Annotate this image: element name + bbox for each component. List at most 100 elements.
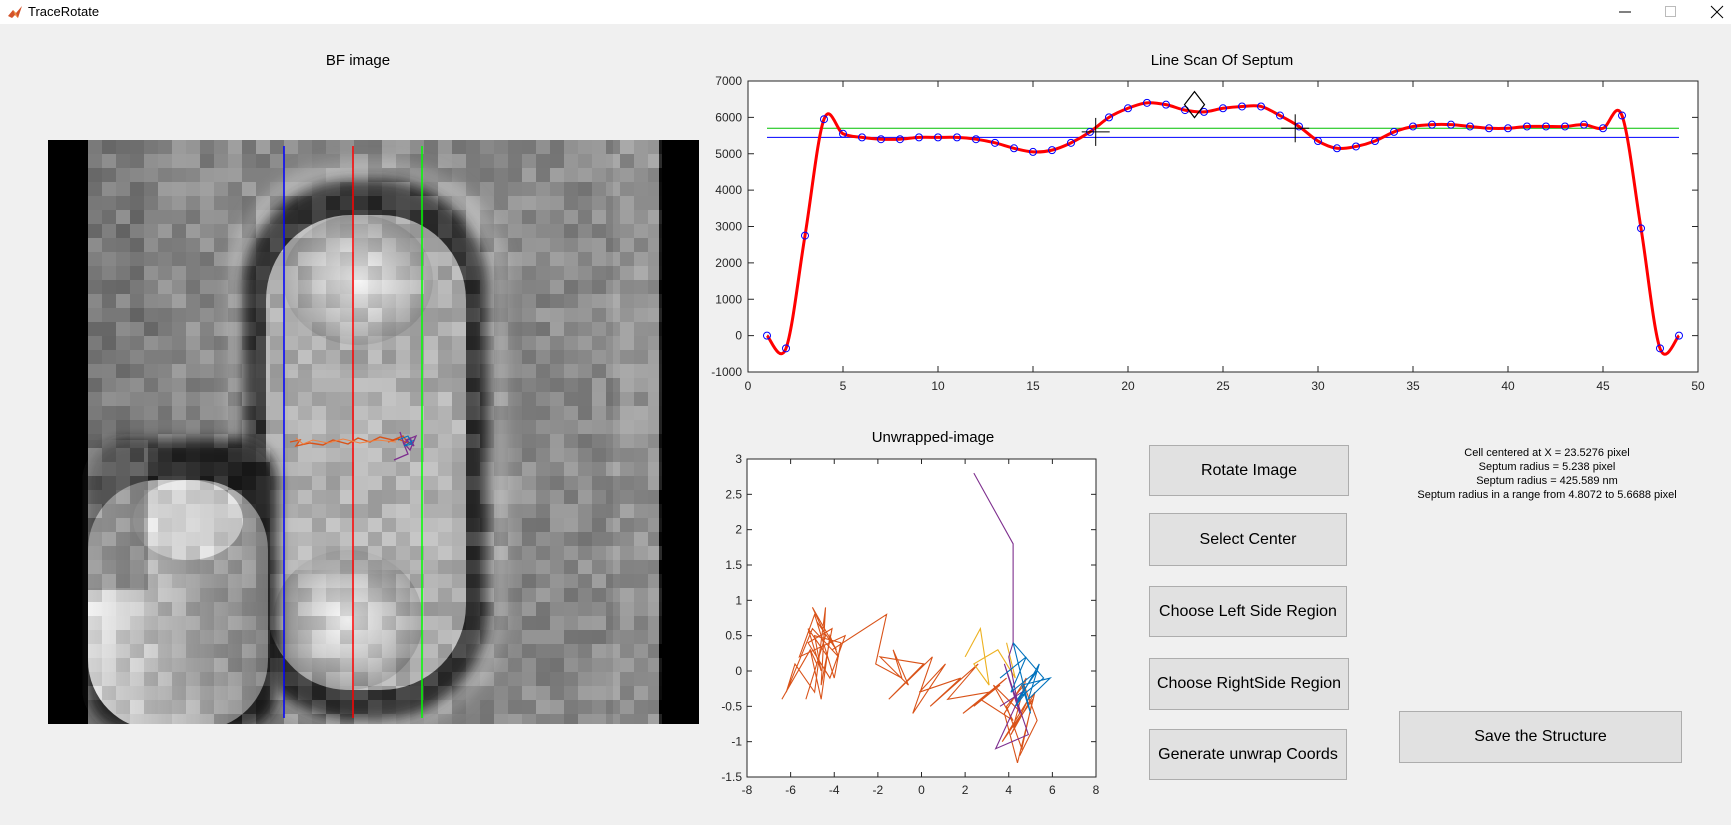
x-tick-label: -8 [742,783,753,797]
x-tick-label: 2 [962,783,969,797]
data-point [1504,124,1512,133]
data-point [1371,137,1379,146]
data-point [991,138,999,147]
plot-area [746,458,1097,778]
trace-orange-2 [295,437,397,445]
y-tick-label: 4000 [715,183,742,197]
data-point [1162,100,1170,109]
x-tick-label: 45 [1596,379,1610,390]
bf-image[interactable] [48,140,699,724]
trace-purple [393,431,418,461]
y-tick-label: -1000 [711,365,742,379]
y-tick-label: 1 [735,593,742,607]
data-point [1656,344,1664,353]
trace-orange [831,613,1038,764]
bf-image-title: BF image [325,52,391,69]
matlab-icon [8,6,22,18]
rotate-image-button[interactable]: Rotate Image [1149,445,1349,496]
y-tick-label: 2000 [715,256,742,270]
y-tick-label: -1 [731,735,742,749]
y-tick-label: 2 [735,523,742,537]
y-tick-label: 0 [735,664,742,678]
data-point [1029,147,1037,156]
data-point [763,331,771,340]
select-center-button[interactable]: Select Center [1149,513,1347,566]
data-point [820,115,828,124]
data-point [877,135,885,144]
x-tick-label: 35 [1406,379,1420,390]
data-point [896,135,904,144]
data-point [953,133,961,142]
x-tick-label: 20 [1121,379,1135,390]
data-point [839,129,847,138]
data-point [934,133,942,142]
data-point [1105,113,1113,122]
data-point [1618,111,1626,120]
data-point [1542,122,1550,131]
data-point [972,135,980,144]
y-tick-label: 0 [735,329,742,343]
x-tick-label: 10 [931,379,945,390]
maximize-icon [1665,6,1676,17]
x-tick-label: 40 [1501,379,1515,390]
x-tick-label: 50 [1691,379,1705,390]
x-tick-label: 25 [1216,379,1230,390]
data-point [782,344,790,353]
center-marker [1183,90,1206,119]
data-point [1276,111,1284,120]
plot-area [747,80,1699,373]
x-tick-label: -4 [829,783,840,797]
data-point [1580,120,1588,129]
x-tick-label: 4 [1005,783,1012,797]
y-tick-label: 5000 [715,147,742,161]
y-tick-label: 3000 [715,220,742,234]
title-bar: TraceRotate [0,0,1731,24]
data-point [915,133,923,142]
data-point [1219,104,1227,113]
line-scan-chart[interactable]: 0 5 10 15 20 25 30 35 40 45 50-1000010002000300040… [700,70,1710,390]
x-tick-label: 6 [1049,783,1056,797]
data-point [858,133,866,142]
x-tick-label: 8 [1093,783,1100,797]
data-point [1238,102,1246,111]
minimize-button[interactable] [1603,0,1649,24]
fit-curve [765,101,1681,356]
y-tick-label: 6000 [715,110,742,124]
data-point [1143,98,1151,107]
generate-unwrap-coords-button[interactable]: Generate unwrap Coords [1149,729,1347,780]
data-point [1200,107,1208,116]
x-tick-label: -6 [785,783,796,797]
info-radius-range: Septum radius in a range from 4.8072 to … [1417,489,1677,501]
trace-orange [781,607,847,700]
x-tick-label: 15 [1026,379,1040,390]
minimize-icon [1619,11,1631,13]
data-point [1675,331,1683,340]
choose-left-region-button[interactable]: Choose Left Side Region [1149,586,1347,637]
close-button[interactable] [1695,0,1731,24]
data-point [801,231,809,240]
data-point [1352,142,1360,151]
info-radius-pixel: Septum radius = 5.238 pixel [1478,461,1616,473]
data-point [1010,144,1018,153]
window-title: TraceRotate [28,4,100,19]
data-point [1257,102,1265,111]
info-radius-nm: Septum radius = 425.589 nm [1476,475,1618,487]
data-point [1485,124,1493,133]
choose-right-region-button[interactable]: Choose RightSide Region [1149,658,1349,710]
save-structure-button[interactable]: Save the Structure [1399,711,1682,763]
y-tick-label: 0.5 [725,629,742,643]
data-point [1637,224,1645,233]
maximize-button[interactable] [1649,0,1695,24]
x-tick-label: 0 [745,379,752,390]
data-point [1466,122,1474,131]
y-tick-label: 1.5 [725,558,742,572]
data-point [1333,144,1341,153]
unwrapped-chart[interactable]: -8 -6 -4 -2 0 2 4 6 8 -1.5 -1 -0.5 0 0.5 1 1.5 2 2.5 3 [720,448,1105,808]
data-point [1523,122,1531,131]
trace-blue [397,435,415,447]
data-point [1428,120,1436,129]
data-point [1561,122,1569,131]
data-point [1599,124,1607,133]
x-tick-label: -2 [873,783,884,797]
trace-yellow [964,626,1016,686]
